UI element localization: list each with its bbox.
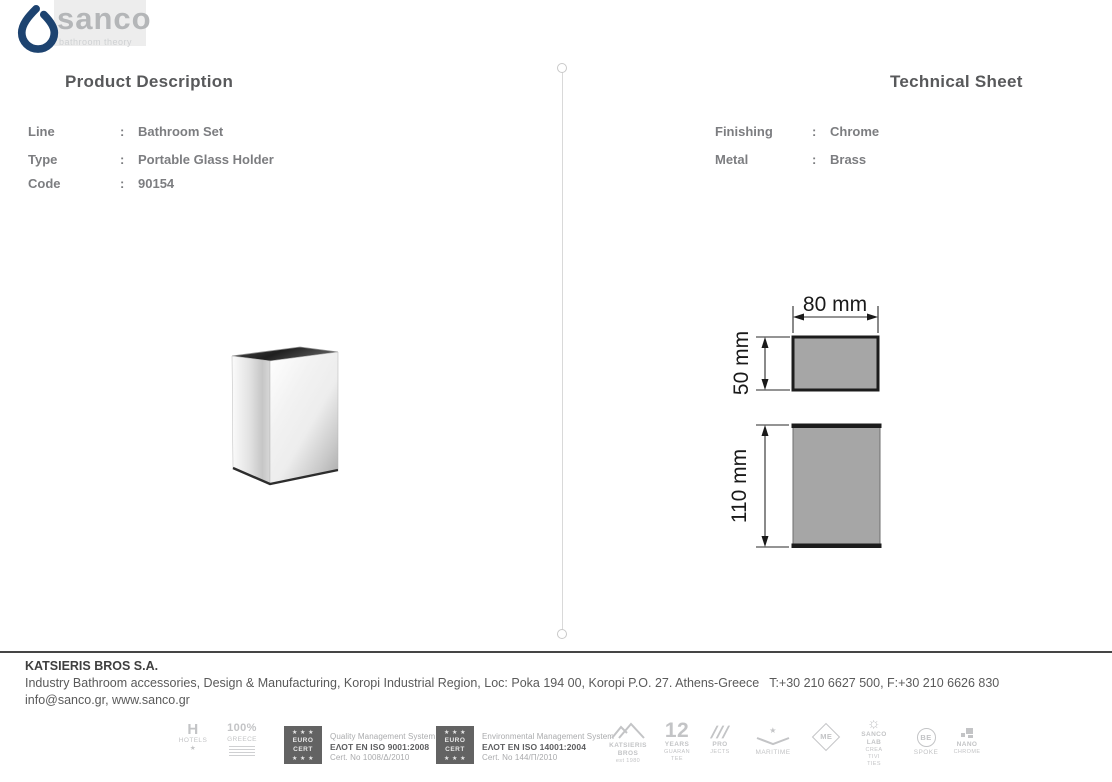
field-type-label: Type	[28, 152, 58, 167]
eurocert-icon: ★ ★ ★ EURO CERT ★ ★ ★	[436, 726, 474, 764]
bespoke-label: SPOKE	[913, 749, 939, 756]
technical-drawing: 80 mm 50 mm 110 mm	[728, 293, 882, 548]
eurocert-environment: ★ ★ ★ EURO CERT ★ ★ ★ Environmental Mana…	[436, 726, 615, 764]
eurocert-quality: ★ ★ ★ EURO CERT ★ ★ ★ Quality Management…	[284, 726, 444, 764]
katsieris-badge: KATSIERIS BROS est 1980	[605, 722, 651, 765]
sanco-drop-icon	[17, 4, 59, 53]
field-separator: :	[120, 124, 125, 139]
sancolab-badge: ☼ SANCO LAB CREA TIVI TIES	[854, 716, 894, 768]
divider-bottom-dot	[557, 629, 567, 639]
mountains-icon	[611, 722, 645, 739]
divider-top-dot	[557, 63, 567, 73]
hotels-icon: H	[187, 721, 199, 738]
footer-phones: T:+30 210 6627 500, F:+30 210 6626 830	[769, 676, 1000, 690]
eurocert-quality-text: Quality Management System ΕΛΟΤ EN ISO 90…	[330, 732, 436, 763]
footer-address-text: Industry Bathroom accessories, Design & …	[25, 676, 760, 690]
field-type-value: Portable Glass Holder	[138, 152, 274, 167]
technical-sheet-title: Technical Sheet	[890, 72, 1023, 91]
field-finishing: Finishing : Chrome	[715, 124, 879, 139]
footer-contacts: info@sanco.gr, www.sanco.gr	[25, 693, 190, 707]
greece-label: GREECE	[227, 735, 257, 743]
home-badge: ME	[808, 722, 844, 752]
bespoke-circle-icon: BE	[916, 728, 936, 747]
field-separator: :	[812, 124, 817, 139]
footer-divider	[0, 651, 1112, 653]
field-metal: Metal : Brass	[715, 152, 866, 167]
field-metal-label: Metal	[715, 152, 749, 167]
dim-50mm: 50 mm	[730, 331, 753, 395]
front-view-rect	[792, 424, 881, 548]
greece-stripes-icon	[229, 745, 255, 757]
bulb-icon: ☼	[866, 715, 882, 732]
slashes-icon: ///	[710, 723, 730, 742]
wings-icon	[756, 737, 790, 746]
dim-80mm: 80 mm	[803, 293, 867, 316]
nano-squares-icon	[960, 728, 974, 738]
field-finishing-label: Finishing	[715, 124, 773, 139]
brand-name: sanco	[57, 1, 152, 36]
field-type: Type : Portable Glass Holder	[28, 152, 274, 167]
logo-background	[54, 0, 146, 46]
top-view-rect	[791, 335, 880, 392]
hotels-star-icon: ★	[189, 745, 197, 753]
bespoke-badge: BE SPOKE	[906, 724, 946, 757]
hotels-badge: H HOTELS ★	[174, 722, 212, 753]
field-separator: :	[120, 152, 125, 167]
greece-percent: 100%	[227, 722, 257, 734]
greece-badge: 100% GREECE	[224, 722, 260, 758]
guarantee-badge: 12 YEARS GUARAN TEE	[658, 720, 696, 763]
footer-company: KATSIERIS BROS S.A.	[25, 659, 159, 673]
dim-110mm: 110 mm	[728, 449, 751, 523]
eurocert-icon: ★ ★ ★ EURO CERT ★ ★ ★	[284, 726, 322, 764]
field-separator: :	[120, 176, 125, 191]
product-description-title: Product Description	[65, 72, 234, 91]
field-code-label: Code	[28, 176, 61, 191]
field-line-label: Line	[28, 124, 55, 139]
field-code: Code : 90154	[28, 176, 174, 191]
field-metal-value: Brass	[830, 152, 867, 167]
brand-tagline: bathroom theory	[59, 37, 133, 47]
home-icon: ME	[811, 722, 841, 752]
maritime-badge: ★ MARITIME	[750, 726, 796, 757]
maritime-star-icon: ★	[769, 726, 777, 735]
footer-address: Industry Bathroom accessories, Design & …	[25, 676, 999, 690]
field-code-value: 90154	[138, 176, 175, 191]
field-line: Line : Bathroom Set	[28, 124, 223, 139]
center-divider	[562, 72, 563, 630]
field-separator: :	[812, 152, 817, 167]
field-line-value: Bathroom Set	[138, 124, 224, 139]
field-finishing-value: Chrome	[830, 124, 880, 139]
hotels-label: HOTELS	[178, 737, 208, 744]
eurocert-environment-text: Environmental Management System ΕΛΟΤ EN …	[482, 732, 615, 763]
product-image	[231, 346, 339, 486]
guarantee-number: 12	[664, 719, 690, 742]
maritime-label: MARITIME	[755, 749, 791, 757]
projects-badge: /// PRO JECTS	[702, 723, 738, 756]
nano-badge: NANO CHROME	[946, 724, 988, 756]
